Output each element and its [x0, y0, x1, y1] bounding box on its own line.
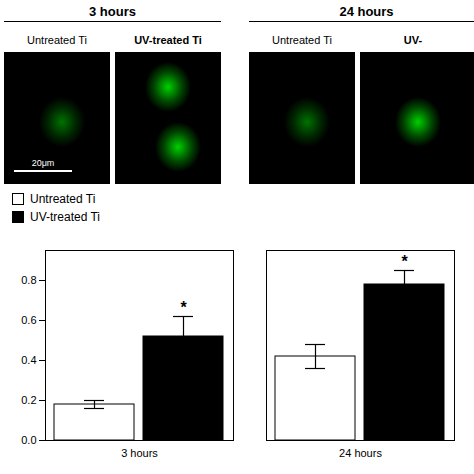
html-text:Untreated Ti: Untreated Ti	[30, 192, 96, 206]
html-text:UV-: UV-	[403, 34, 423, 46]
html-text:24 hours: 24 hours	[339, 4, 394, 19]
svg-text:3 hours: 3 hours	[121, 447, 158, 459]
html-text:UV-treated Ti: UV-treated Ti	[134, 34, 202, 46]
html-text:Untreated Ti: Untreated Ti	[272, 34, 332, 46]
html-text:3 hours: 3 hours	[89, 4, 136, 19]
html-text:20μm: 20μm	[31, 158, 55, 168]
svg-text:*: *	[401, 253, 408, 270]
svg-text:*: *	[180, 299, 187, 316]
svg-text:0.6: 0.6	[21, 314, 36, 326]
svg-text:0.2: 0.2	[21, 394, 36, 406]
svg-text:0.4: 0.4	[21, 354, 36, 366]
svg-text:0.0: 0.0	[21, 434, 36, 446]
html-text:UV-treated Ti: UV-treated Ti	[30, 210, 100, 224]
svg-text:0.8: 0.8	[21, 274, 36, 286]
html-text:Untreated Ti: Untreated Ti	[27, 34, 87, 46]
svg-text:24 hours: 24 hours	[339, 447, 382, 459]
